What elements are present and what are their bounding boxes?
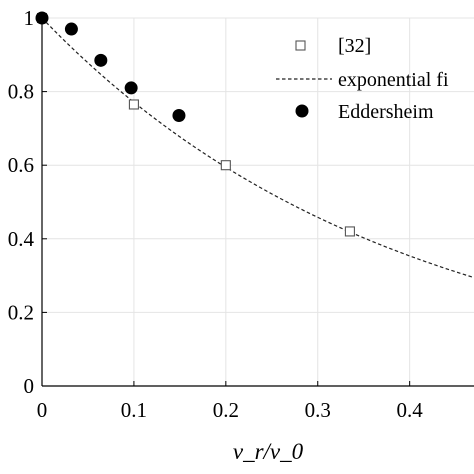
- eddersheim-point: [172, 109, 186, 123]
- legend-marker-circle: [295, 104, 309, 118]
- exponential-fit-series: [41, 17, 474, 279]
- exponential-fit-line: [41, 17, 474, 279]
- y-tick-label: 1: [24, 6, 35, 30]
- y-tick-label: 0.8: [8, 80, 34, 104]
- x-tick-label: 0: [37, 398, 48, 422]
- legend-label-exponential-fit: exponential fi: [338, 69, 449, 91]
- eddersheim-series: [35, 11, 186, 123]
- grid-lines: [42, 17, 474, 386]
- eddersheim-point: [35, 11, 49, 25]
- eddersheim-point: [94, 53, 108, 67]
- y-tick-label: 0.4: [8, 227, 35, 251]
- ref32-point: [128, 99, 139, 110]
- x-tick-label: 0.3: [305, 398, 331, 422]
- eddersheim-point: [124, 81, 138, 95]
- ref32-point: [344, 226, 355, 237]
- legend-marker-square: [295, 40, 306, 51]
- ticks: 0 0.1 0.2 0.3 0.4 0 0.2 0.4 0.6 0.8 1: [8, 6, 424, 422]
- legend-label-eddersheim: Eddersheim: [338, 101, 434, 123]
- legend: [32] exponential fi Eddersheim: [276, 35, 449, 123]
- axes: [41, 18, 474, 387]
- x-tick-label: 0.1: [121, 398, 147, 422]
- ref32-point: [220, 160, 231, 171]
- x-axis-label-text: v_r/v_0: [233, 439, 304, 464]
- y-tick-label: 0.6: [8, 153, 34, 177]
- ref32-series: [36, 12, 355, 237]
- x-tick-label: 0.4: [397, 398, 424, 422]
- eddersheim-point: [64, 22, 78, 36]
- legend-label-ref32: [32]: [338, 35, 371, 57]
- y-tick-label: 0: [24, 374, 35, 398]
- x-axis-label: v_r/v_0: [233, 439, 304, 464]
- x-tick-label: 0.2: [213, 398, 239, 422]
- y-tick-label: 0.2: [8, 300, 34, 324]
